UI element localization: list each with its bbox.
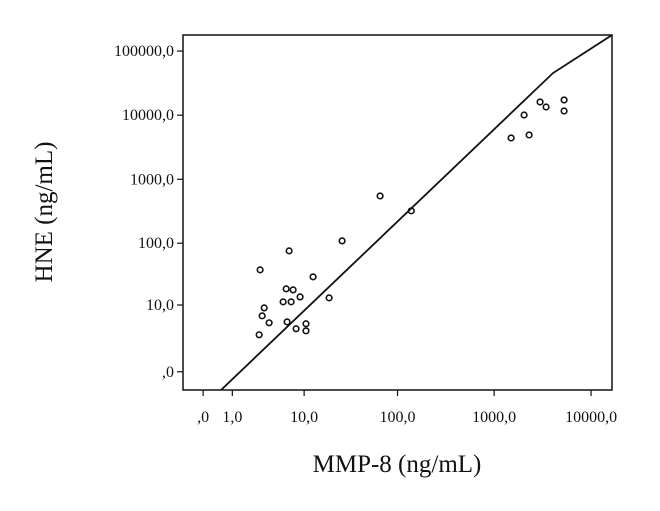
point (376, 192, 384, 200)
point (525, 131, 533, 139)
point (260, 304, 268, 312)
point (560, 96, 568, 104)
point (285, 247, 293, 255)
y-tick-label: ,0 (162, 364, 174, 381)
x-axis-title: MMP-8 (ng/mL) (313, 451, 482, 478)
point (283, 318, 291, 326)
y-tick-label: 10000,0 (122, 107, 174, 124)
point (507, 134, 515, 142)
point (520, 111, 528, 119)
x-tick-label: ,0 (197, 409, 209, 426)
point (265, 319, 273, 327)
y-tick-label: 100,0 (138, 235, 174, 252)
plot-frame (182, 34, 613, 391)
point (309, 273, 317, 281)
point (279, 298, 287, 306)
point (302, 327, 310, 335)
point (256, 266, 264, 274)
point (296, 293, 304, 301)
point (542, 103, 550, 111)
y-tick-label: 1000,0 (130, 171, 174, 188)
x-tick-label: 100,0 (380, 409, 416, 426)
y-tick-label: 10,0 (146, 297, 174, 314)
x-tick-label: 10000,0 (565, 409, 617, 426)
point (289, 286, 297, 294)
x-tick-label: 1000,0 (472, 409, 516, 426)
point (560, 107, 568, 115)
point (407, 207, 415, 215)
point (338, 237, 346, 245)
y-tick-label: 100000,0 (114, 43, 174, 60)
point (258, 312, 266, 320)
point (282, 285, 290, 293)
point (255, 331, 263, 339)
x-tick-label: 1,0 (222, 409, 242, 426)
y-axis-title: HNE (ng/mL) (31, 142, 58, 283)
fit-line (220, 35, 612, 390)
x-tick-label: 10,0 (290, 409, 318, 426)
point (325, 294, 333, 302)
point (536, 98, 544, 106)
point (287, 298, 295, 306)
point (292, 325, 300, 333)
point (302, 320, 310, 328)
